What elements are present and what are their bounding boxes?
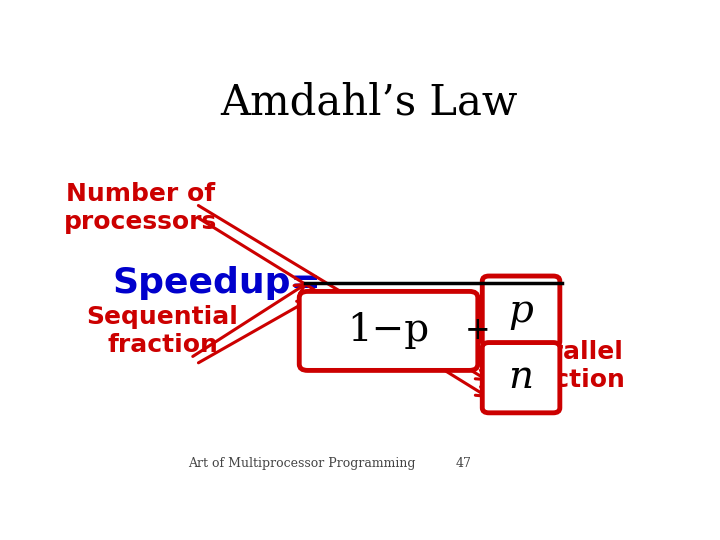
Text: Amdahl’s Law: Amdahl’s Law [220, 81, 518, 123]
Text: p: p [508, 293, 534, 329]
Text: Number of
processors: Number of processors [63, 183, 217, 234]
Text: 1: 1 [405, 289, 440, 344]
FancyBboxPatch shape [300, 292, 478, 370]
Text: n: n [508, 359, 534, 396]
Text: Sequential
fraction: Sequential fraction [86, 305, 238, 357]
FancyBboxPatch shape [482, 342, 560, 413]
Text: Parallel
fraction: Parallel fraction [515, 340, 625, 392]
FancyBboxPatch shape [482, 276, 560, 346]
Text: +: + [465, 315, 490, 347]
Text: 47: 47 [456, 457, 472, 470]
Text: 1−p: 1−p [348, 313, 430, 349]
Text: Speedup=: Speedup= [112, 266, 321, 300]
Text: Art of Multiprocessor Programming: Art of Multiprocessor Programming [189, 457, 415, 470]
